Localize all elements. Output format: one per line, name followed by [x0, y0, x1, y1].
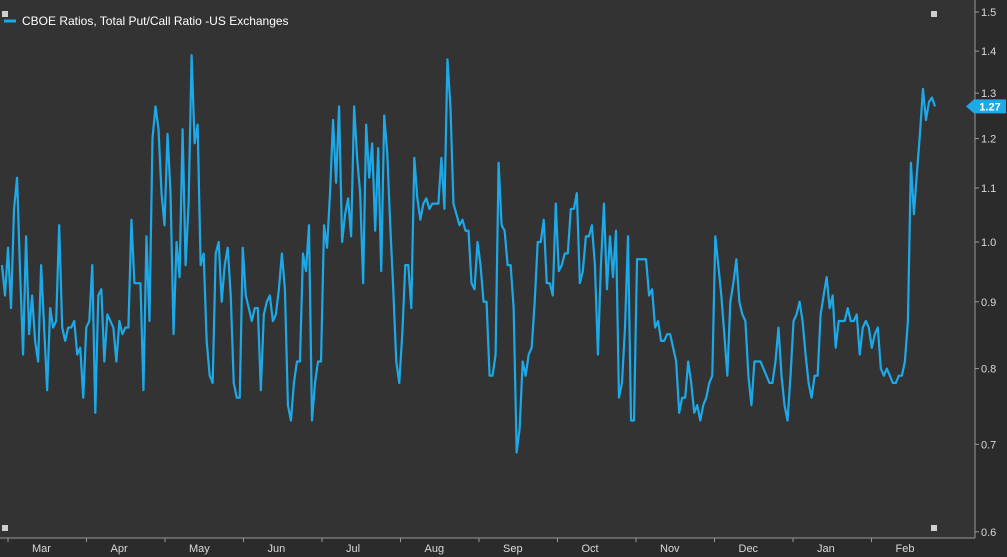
x-tick-label: Dec	[739, 543, 759, 555]
x-tick-label: Aug	[425, 543, 445, 555]
y-tick-label: 0.7	[981, 439, 996, 451]
x-tick-label: Jul	[346, 543, 360, 555]
y-tick-label: 1.3	[981, 88, 996, 100]
y-tick-label: 1.5	[981, 7, 996, 19]
y-tick-label: 1.1	[981, 183, 996, 195]
x-tick-label: Jan	[817, 543, 835, 555]
x-tick-label: Sep	[503, 543, 523, 555]
x-tick-label: Apr	[111, 543, 128, 555]
x-tick-label: Feb	[896, 543, 915, 555]
x-tick-label: Nov	[660, 543, 680, 555]
y-axis: 0.6 0.7 0.8 0.9 1.0 1.1 1.2 1.3 1.4 1.5	[975, 7, 996, 539]
y-tick-label: 1.2	[981, 134, 996, 146]
last-value-marker: 1.27	[966, 99, 1006, 114]
x-tick-label: Mar	[32, 543, 51, 555]
x-axis: Mar Apr May Jun Jul Aug Sep Oct Nov Dec Jan Feb	[7, 538, 915, 555]
last-value-tag	[966, 99, 1006, 114]
plot-area	[0, 0, 975, 538]
legend-label: CBOE Ratios, Total Put/Call Ratio -US Ex…	[22, 14, 289, 28]
y-tick-label: 0.6	[981, 527, 996, 539]
last-value-label: 1.27	[979, 101, 1000, 113]
series-line-put-call-ratio	[0, 54, 937, 454]
y-tick-label: 1.0	[981, 237, 996, 249]
x-tick-label: Jun	[268, 543, 286, 555]
corner-handle-bottom-right[interactable]	[931, 525, 937, 531]
x-tick-label: May	[189, 543, 210, 555]
y-tick-label: 0.9	[981, 297, 996, 309]
legend: CBOE Ratios, Total Put/Call Ratio -US Ex…	[4, 14, 289, 28]
x-tick-label: Oct	[582, 543, 599, 555]
y-tick-label: 0.8	[981, 364, 996, 376]
corner-handle-bottom-left[interactable]	[2, 525, 8, 531]
corner-handle-top-right[interactable]	[931, 11, 937, 17]
corner-handle-top-left[interactable]	[2, 11, 8, 17]
y-tick-label: 1.4	[981, 46, 996, 58]
